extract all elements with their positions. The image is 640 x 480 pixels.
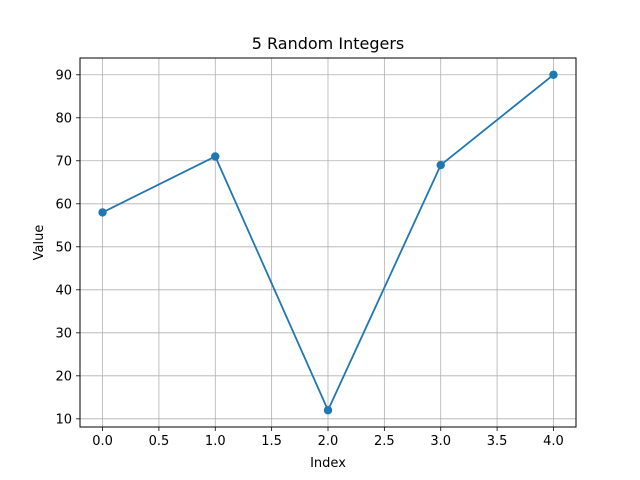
x-tick-label: 3.0 [430, 434, 451, 449]
x-tick-label: 3.5 [487, 434, 508, 449]
data-point [549, 70, 558, 79]
y-tick-label: 40 [55, 283, 72, 298]
y-tick-label: 50 [55, 240, 72, 255]
y-tick-label: 90 [55, 68, 72, 83]
grid-lines [80, 58, 576, 427]
y-tick-label: 10 [55, 412, 72, 427]
x-axis-label: Index [310, 456, 346, 471]
x-axis: 0.0 0.5 1.0 1.5 2.0 2.5 3.0 3.5 4.0 [92, 427, 564, 449]
y-tick-label: 20 [55, 369, 72, 384]
x-tick-label: 0.5 [149, 434, 170, 449]
x-tick-label: 1.0 [205, 434, 226, 449]
y-axis: 10 20 30 40 50 60 70 80 90 [55, 68, 80, 427]
x-tick-label: 4.0 [543, 434, 564, 449]
y-tick-label: 80 [55, 111, 72, 126]
y-tick-label: 70 [55, 154, 72, 169]
x-tick-label: 2.0 [318, 434, 339, 449]
data-point [98, 208, 107, 217]
y-tick-label: 30 [55, 326, 72, 341]
y-tick-label: 60 [55, 197, 72, 212]
x-tick-label: 1.5 [261, 434, 282, 449]
x-tick-label: 0.0 [92, 434, 113, 449]
x-tick-label: 2.5 [374, 434, 395, 449]
series-group [98, 70, 558, 415]
data-point [323, 406, 333, 415]
data-point [211, 152, 220, 161]
chart-title: 5 Random Integers [252, 34, 404, 53]
y-axis-label: Value [32, 225, 47, 261]
data-point [436, 160, 445, 170]
